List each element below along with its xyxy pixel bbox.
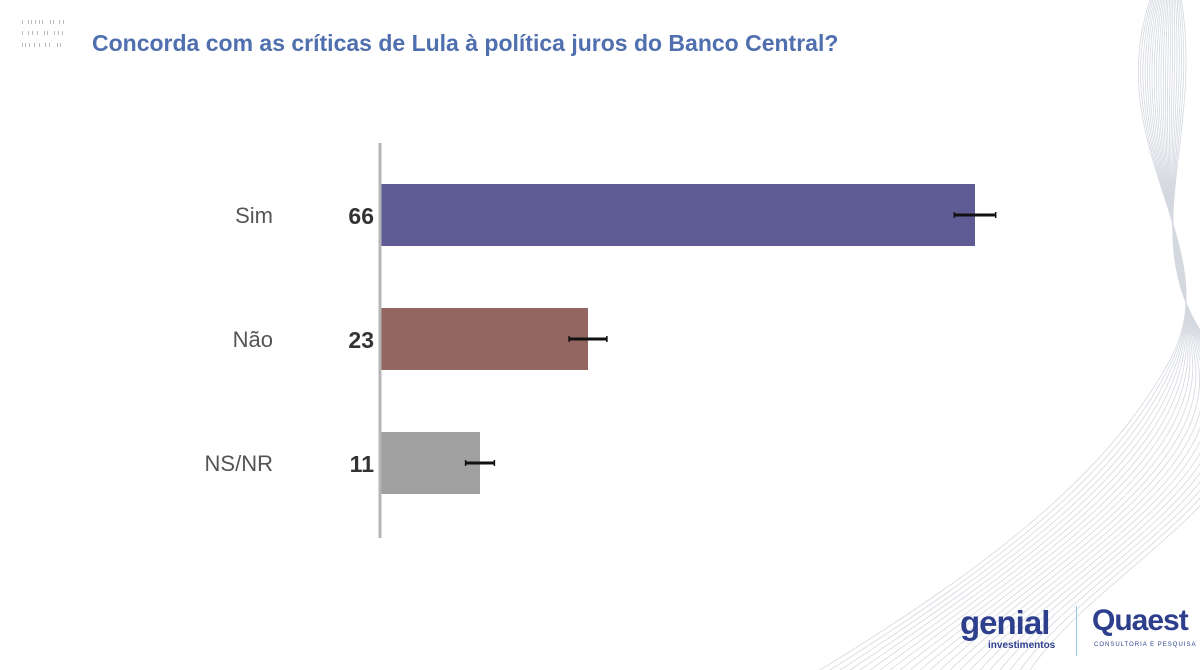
wave-line [949,0,1200,670]
wave-line [829,0,1187,670]
wave-line [959,0,1200,670]
wave-line [989,0,1200,670]
wave-line [939,0,1200,670]
wave-line [899,0,1191,670]
category-label: Não [233,327,273,352]
wave-line [819,0,1187,670]
chart-title: Concorda com as críticas de Lula à polít… [92,30,839,56]
wave-line [909,0,1193,670]
genial-logo-subtitle: investimentos [988,640,1056,651]
logos: genial investimentos Quaest CONSULTORIA … [958,604,1198,660]
genial-logo: genial [960,604,1050,641]
value-label: 66 [348,203,374,229]
wave-line [979,0,1200,670]
wave-line [929,0,1200,670]
wave-line [849,0,1187,670]
bar-no [381,308,588,370]
quaest-logo: Quaest [1092,604,1189,637]
wave-line [839,0,1187,670]
wave-line [999,0,1200,670]
category-label: Sim [235,203,273,228]
category-label: NS/NR [205,451,273,476]
wave-line [1029,0,1200,670]
bar-sim [381,184,975,246]
wave-line [1019,0,1200,670]
value-label: 23 [348,327,374,353]
wave-line [879,0,1188,670]
wave-line [1009,0,1200,670]
wave-line [859,0,1187,670]
logo-divider [1076,606,1077,656]
wave-line [869,0,1187,670]
wave-line [969,0,1200,670]
quaest-logo-subtitle: CONSULTORIA E PESQUISA [1094,642,1197,648]
wave-line [919,0,1197,670]
wave-line [889,0,1189,670]
value-label: 11 [350,451,375,477]
bar-nsnr [381,432,480,494]
barcode-decoration-icon [22,20,64,47]
